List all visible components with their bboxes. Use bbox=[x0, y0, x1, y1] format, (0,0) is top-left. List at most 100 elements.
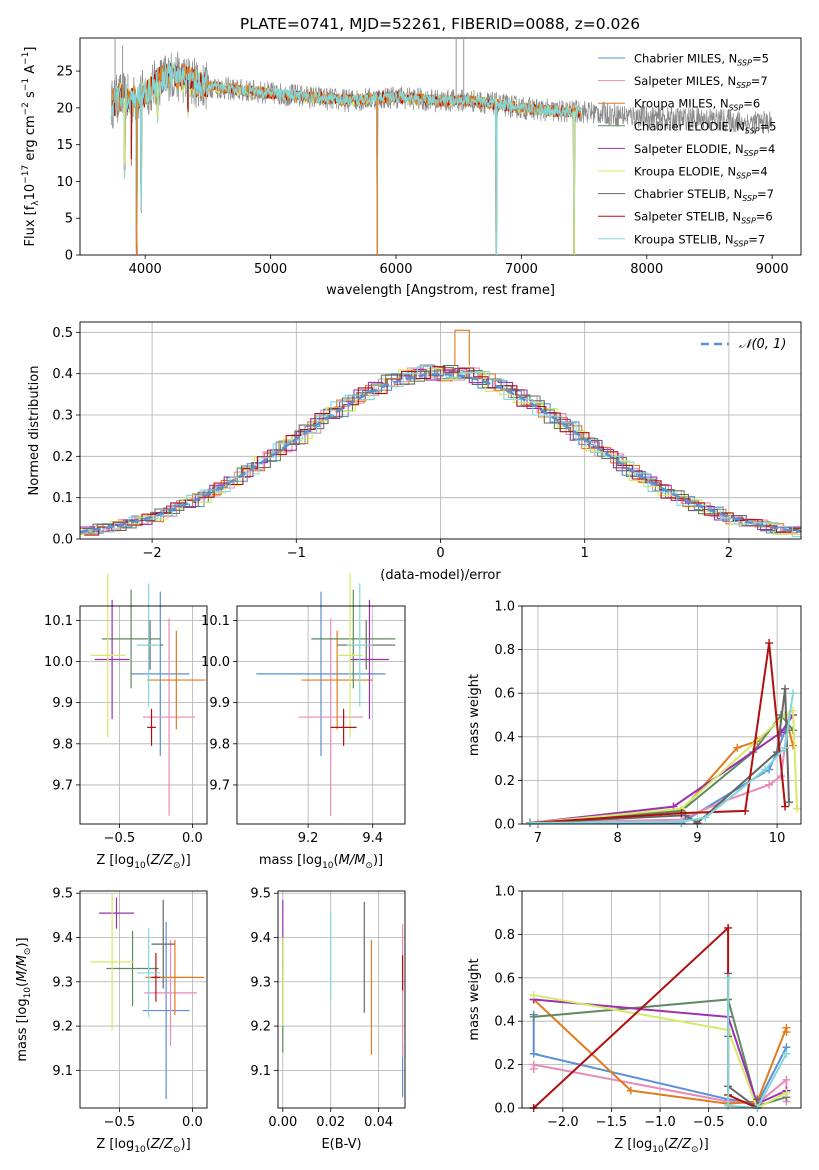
weight-marker-kroupa_miles bbox=[626, 1086, 635, 1095]
legend-model: Kroupa STELIB, N bbox=[634, 232, 734, 246]
x-tick-label: 9 bbox=[693, 831, 701, 846]
weight-line-salpeter_elodie bbox=[533, 998, 787, 1106]
histogram-kroupa_elodie bbox=[81, 367, 801, 536]
weight-marker-kroupa_elodie bbox=[782, 1088, 791, 1097]
label-text: Z [log bbox=[96, 853, 134, 868]
weight-line-kroupa_stelib bbox=[529, 693, 794, 824]
legend-model: Salpeter MILES, N bbox=[634, 74, 736, 88]
histogram-salpeter_elodie bbox=[80, 368, 801, 533]
label-text: A bbox=[23, 65, 38, 78]
histogram-salpeter_stelib bbox=[84, 366, 801, 536]
label-italic: Z/Z bbox=[668, 1137, 692, 1152]
label-sub: 10 bbox=[322, 861, 334, 871]
y-tick-label: 9.2 bbox=[250, 1020, 271, 1035]
axes-frame bbox=[277, 890, 406, 1109]
x-tick-label: 10 bbox=[769, 831, 786, 846]
legend-count: =6 bbox=[743, 97, 760, 111]
y-tick-label: 0.6 bbox=[494, 687, 515, 702]
histogram-peak-bin bbox=[454, 329, 470, 366]
y-tick-label: 20 bbox=[56, 101, 73, 116]
label-sub: 10 bbox=[23, 987, 33, 999]
x-tick-label: 7 bbox=[534, 831, 542, 846]
weight-line-kroupa_miles bbox=[529, 713, 794, 824]
label-italic: Z/Z bbox=[150, 853, 174, 868]
y-tick-label: 0.3 bbox=[52, 409, 73, 424]
legend-subscript: SSP bbox=[737, 59, 752, 68]
weight-marker-kroupa_elodie bbox=[529, 991, 538, 1000]
weight-line-kroupa_elodie bbox=[533, 994, 787, 1110]
axes-frame bbox=[521, 605, 802, 825]
label-sub: 10 bbox=[652, 1145, 664, 1155]
axes-frame bbox=[79, 321, 802, 540]
x-tick-label: −0.5 bbox=[104, 831, 136, 846]
legend-count: =5 bbox=[752, 52, 769, 66]
weight-marker-salpeter_stelib bbox=[765, 639, 774, 648]
weight-line-chabrier_stelib bbox=[529, 688, 790, 825]
weight-marker-kroupa_miles bbox=[789, 741, 798, 750]
label-sup: −1 bbox=[21, 78, 31, 91]
legend-entry: Chabrier MILES, NSSP=5 bbox=[634, 52, 769, 68]
y-tick-label: 0.0 bbox=[494, 1102, 515, 1117]
weight-line-salpeter_elodie bbox=[529, 714, 794, 824]
label-sub: 10 bbox=[134, 1145, 146, 1155]
y-tick-label: 0.4 bbox=[494, 1015, 515, 1030]
y-tick-label: 10 bbox=[56, 175, 73, 190]
legend-subscript: SSP bbox=[744, 149, 759, 158]
legend-entry: Salpeter ELODIE, NSSP=4 bbox=[634, 142, 775, 158]
x-tick-label: 0.04 bbox=[364, 1115, 393, 1130]
x-axis-label: (data-model)/error bbox=[380, 568, 501, 583]
x-tick-label: 4000 bbox=[129, 262, 162, 277]
label-sub: ⊙ bbox=[691, 1145, 699, 1155]
x-tick-label: −1.0 bbox=[644, 1115, 676, 1130]
legend-entry: Salpeter MILES, NSSP=7 bbox=[634, 74, 768, 90]
legend-subscript: SSP bbox=[745, 126, 760, 135]
legend-model: Kroupa ELODIE, N bbox=[634, 165, 736, 179]
y-tick-label: 0.4 bbox=[52, 367, 73, 382]
age_vs_mass-panel: 9.2 9.4 9.7 9.8 9.9 10.0 10.1 mass [log10(M/M⊙)… bbox=[201, 573, 406, 871]
y-tick-label: 9.4 bbox=[52, 931, 73, 946]
weight-marker-kroupa_miles bbox=[782, 1028, 791, 1037]
label-text: ( bbox=[334, 853, 339, 868]
label-sub: λ bbox=[31, 200, 41, 206]
mass_vs_ebv-panel: 0.00 0.02 0.04 9.1 9.2 9.3 9.4 9.5 E(B-V) bbox=[250, 887, 406, 1152]
legend-subscript: SSP bbox=[736, 81, 751, 90]
legend-count: =5 bbox=[760, 119, 777, 133]
weight-line-salpeter_miles bbox=[537, 714, 790, 824]
y-axis-label: mass weight bbox=[467, 674, 482, 756]
weight-marker-salpeter_stelib bbox=[677, 809, 686, 818]
label-sub: ⊙ bbox=[365, 861, 373, 871]
y-tick-label: 25 bbox=[56, 65, 73, 80]
axes-frame bbox=[236, 605, 406, 825]
legend-model: Chabrier ELODIE, N bbox=[634, 119, 745, 133]
label-text: )] bbox=[699, 1137, 709, 1152]
weight-marker-kroupa_stelib bbox=[677, 817, 686, 826]
y-tick-label: 9.8 bbox=[209, 737, 230, 752]
axes-frame bbox=[79, 37, 802, 256]
legend-count: =7 bbox=[751, 74, 768, 88]
weight-marker-chabrier_stelib bbox=[693, 818, 702, 827]
y-tick-label: 9.9 bbox=[209, 696, 230, 711]
x-tick-label: 0.02 bbox=[316, 1115, 345, 1130]
legend-subscript: SSP bbox=[734, 239, 749, 248]
y-tick-label: 0.8 bbox=[494, 643, 515, 658]
x-axis-label: Z [log10(Z/Z⊙)] bbox=[96, 853, 190, 871]
y-tick-label: 10.0 bbox=[44, 655, 73, 670]
legend-subscript: SSP bbox=[736, 172, 751, 181]
x-tick-label: 0.0 bbox=[182, 1115, 203, 1130]
axes-frame bbox=[79, 605, 208, 825]
y-tick-label: 5 bbox=[65, 212, 73, 227]
weight_vs_Z-panel: −2.0 −1.5 −1.0 −0.5 0.0 0.0 0.2 0.4 0.6 0.8 1.0 Z [… bbox=[467, 885, 802, 1155]
label-sup: −1 bbox=[21, 52, 31, 65]
x-tick-label: −0.5 bbox=[693, 1115, 725, 1130]
age_vs_Z-panel: −0.5 0.0 9.7 9.8 9.9 10.0 10.1 Z [log10(Z/Z⊙)] bbox=[44, 573, 208, 871]
x-tick-label: −0.5 bbox=[104, 1115, 136, 1130]
weight-line-chabrier_elodie bbox=[529, 713, 794, 824]
legend-entry: Kroupa STELIB, NSSP=7 bbox=[634, 232, 765, 248]
x-axis-label: mass [log10(M/M⊙)] bbox=[259, 853, 383, 871]
panels-layer: 4000 5000 6000 7000 8000 90000510152025wavele… bbox=[15, 37, 802, 1155]
x-tick-label: −2 bbox=[143, 546, 162, 561]
weight-marker-salpeter_miles bbox=[782, 1075, 791, 1084]
x-axis-label: wavelength [Angstrom, rest frame] bbox=[326, 283, 555, 298]
weight-marker-kroupa_stelib bbox=[789, 689, 798, 698]
